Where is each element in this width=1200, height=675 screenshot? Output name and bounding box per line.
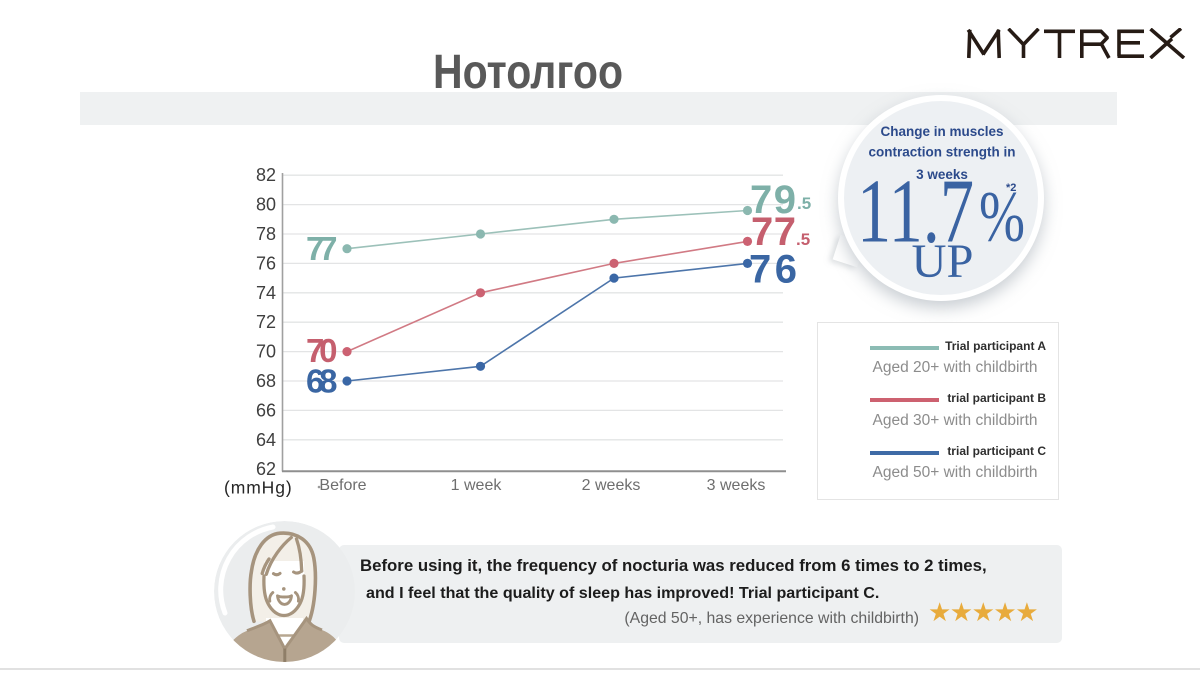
svg-text:74: 74 bbox=[256, 283, 276, 303]
svg-text:77: 77 bbox=[751, 210, 796, 254]
svg-text:3 weeks: 3 weeks bbox=[707, 477, 766, 494]
svg-text:2 weeks: 2 weeks bbox=[582, 477, 641, 494]
svg-text:78: 78 bbox=[256, 224, 276, 244]
svg-text:3 weeks: 3 weeks bbox=[916, 167, 968, 182]
svg-text:.5: .5 bbox=[797, 194, 811, 213]
svg-text:64: 64 bbox=[256, 430, 276, 450]
svg-text:1 week: 1 week bbox=[451, 477, 503, 494]
svg-text:77: 77 bbox=[306, 230, 338, 267]
svg-text:62: 62 bbox=[256, 459, 276, 479]
svg-text:68: 68 bbox=[306, 363, 338, 400]
svg-text:Change in muscles: Change in muscles bbox=[880, 124, 1003, 139]
svg-text:Before: Before bbox=[319, 477, 366, 494]
svg-text:(mmHg): (mmHg) bbox=[224, 478, 293, 498]
svg-text:68: 68 bbox=[256, 371, 276, 391]
svg-text:66: 66 bbox=[256, 400, 276, 420]
svg-text:*2: *2 bbox=[1006, 182, 1016, 194]
svg-text:76: 76 bbox=[749, 248, 797, 292]
svg-text:76: 76 bbox=[256, 253, 276, 273]
svg-text:72: 72 bbox=[256, 312, 276, 332]
svg-text:80: 80 bbox=[256, 195, 276, 215]
svg-text:70: 70 bbox=[256, 342, 276, 362]
svg-text:.5: .5 bbox=[796, 230, 810, 249]
svg-text:82: 82 bbox=[256, 165, 276, 185]
svg-text:70: 70 bbox=[306, 332, 338, 369]
svg-text:UP: UP bbox=[912, 235, 974, 288]
svg-text:contraction strength in: contraction strength in bbox=[868, 145, 1015, 160]
svg-text:79: 79 bbox=[750, 178, 796, 222]
svg-text:11.7: 11.7 bbox=[857, 161, 974, 262]
svg-text:%: % bbox=[979, 177, 1025, 257]
